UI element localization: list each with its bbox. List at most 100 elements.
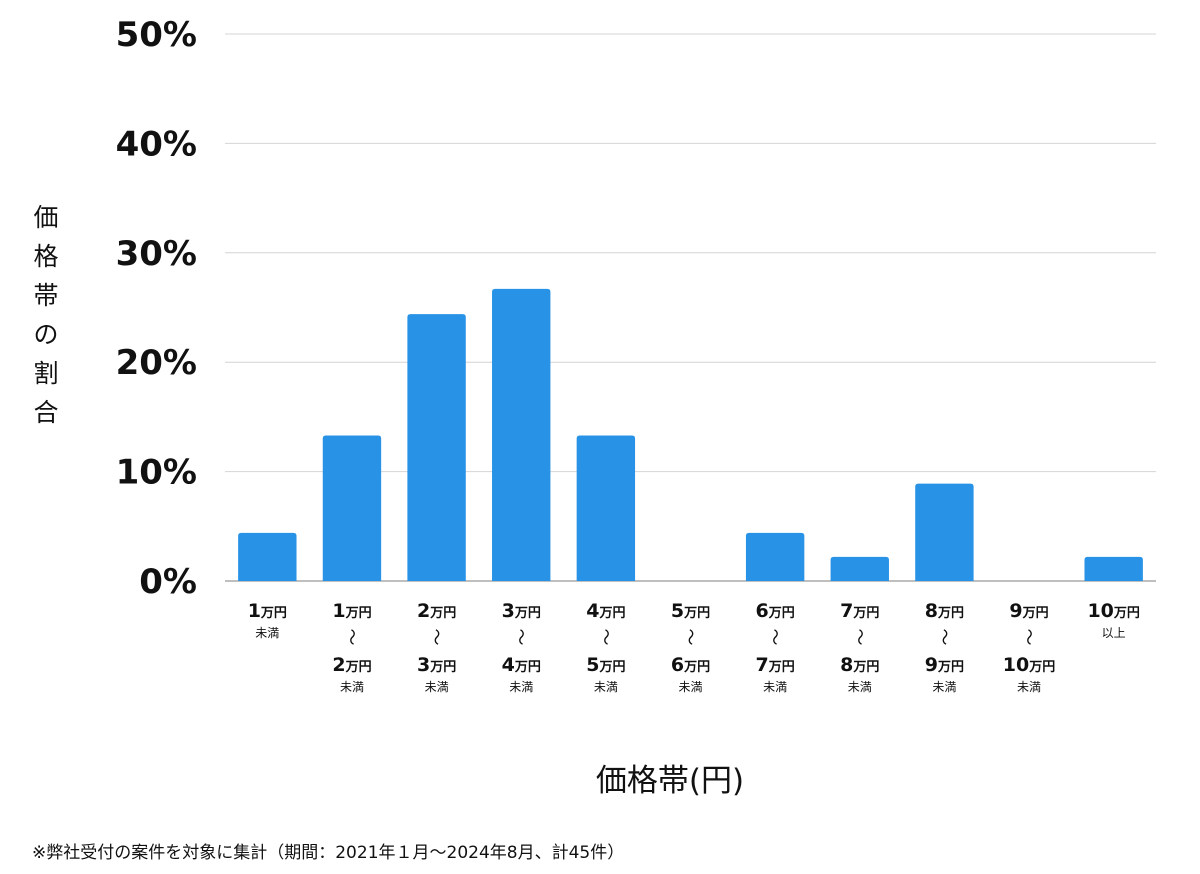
x-tick-suffix: 未満 [255,626,279,640]
x-tick-number: 4 [502,654,515,676]
bar [830,556,889,581]
x-tick-unit: 万円 [429,606,456,621]
x-tick-suffix: 未満 [678,680,702,694]
x-axis-categories: 1万円未満1万円〜2万円未満2万円〜3万円未満3万円〜4万円未満4万円〜5万円未… [248,600,1140,694]
x-tick-number: 1 [248,600,261,622]
y-axis-label-char: 価 [33,203,59,232]
x-tick-number: 6 [756,600,769,622]
x-tick-number: 10 [1087,600,1113,622]
x-tick-amount: 4万円 [586,600,625,622]
x-tick-unit: 万円 [937,606,964,621]
x-tick-suffix: 未満 [932,680,956,694]
x-tick-number: 2 [332,654,345,676]
x-tick-range-mark: 〜 [933,629,953,646]
x-tick-unit: 万円 [852,660,879,675]
x-tick-amount: 6万円 [756,600,795,622]
x-tick-number: 9 [925,654,938,676]
bar [238,532,297,581]
x-tick-number: 7 [756,654,769,676]
x-tick-unit: 万円 [852,606,879,621]
x-tick-unit: 万円 [345,606,372,621]
bar [492,288,551,581]
x-tick-number: 5 [671,600,684,622]
x-tick-suffix: 以上 [1102,626,1126,640]
y-axis-label-char: 格 [33,242,59,271]
x-tick-amount: 10万円 [1003,654,1055,676]
x-tick-suffix: 未満 [848,680,872,694]
x-tick-range-mark: 〜 [595,629,615,646]
x-tick-unit: 万円 [345,660,372,675]
y-tick-label: 30% [116,234,197,274]
x-tick-number: 10 [1003,654,1029,676]
x-tick-number: 8 [840,654,853,676]
x-tick-amount: 2万円 [332,654,371,676]
x-tick-unit: 万円 [768,660,795,675]
y-tick-label: 50% [116,15,197,55]
x-tick-unit: 万円 [1113,606,1140,621]
x-tick-range-mark: 〜 [341,629,361,646]
x-tick-amount: 6万円 [671,654,710,676]
x-tick-amount: 1万円 [332,600,371,622]
y-axis-label: 価格帯の割合 [28,198,64,432]
x-tick-amount: 9万円 [925,654,964,676]
x-tick-number: 7 [840,600,853,622]
x-tick-unit: 万円 [598,660,625,675]
x-tick-range-mark: 〜 [510,629,530,646]
y-tick-label: 40% [116,124,197,164]
x-tick-number: 9 [1009,600,1022,622]
y-tick-label: 0% [139,562,197,602]
x-tick-number: 1 [332,600,345,622]
bars [238,288,1143,581]
x-tick-amount: 3万円 [502,600,541,622]
x-tick-amount: 7万円 [840,600,879,622]
x-tick-unit: 万円 [937,660,964,675]
x-tick-suffix: 未満 [340,680,364,694]
y-axis-label-char: の [33,320,59,349]
x-tick-unit: 万円 [683,660,710,675]
x-tick-number: 3 [417,654,430,676]
x-tick-amount: 2万円 [417,600,456,622]
bar [322,435,382,581]
x-tick-range-mark: 〜 [1018,629,1038,646]
y-axis-label-char: 割 [33,359,59,388]
x-tick-amount: 8万円 [840,654,879,676]
x-tick-unit: 万円 [768,606,795,621]
x-tick-unit: 万円 [514,606,541,621]
x-tick-suffix: 未満 [763,680,787,694]
x-tick-amount: 5万円 [671,600,710,622]
x-tick-unit: 万円 [1028,660,1055,675]
x-tick-number: 4 [586,600,599,622]
x-tick-amount: 7万円 [756,654,795,676]
y-tick-label: 20% [116,343,197,383]
x-tick-unit: 万円 [1022,606,1049,621]
y-axis-label-char: 帯 [33,281,59,310]
x-tick-unit: 万円 [429,660,456,675]
x-tick-number: 6 [671,654,684,676]
x-tick-range-mark: 〜 [849,629,869,646]
footnote: ※弊社受付の案件を対象に集計（期間：2021年１月〜2024年8月、計45件） [32,843,625,863]
x-tick-number: 8 [925,600,938,622]
bar [745,532,805,581]
x-tick-amount: 8万円 [925,600,964,622]
x-tick-suffix: 未満 [1017,680,1041,694]
x-tick-unit: 万円 [683,606,710,621]
x-tick-range-mark: 〜 [426,629,446,646]
x-tick-unit: 万円 [514,660,541,675]
x-tick-suffix: 未満 [425,680,449,694]
x-tick-amount: 5万円 [586,654,625,676]
x-tick-suffix: 未満 [594,680,618,694]
x-tick-range-mark: 〜 [680,629,700,646]
x-tick-amount: 10万円 [1087,600,1139,622]
x-tick-amount: 4万円 [502,654,541,676]
y-axis-label-char: 合 [33,398,59,427]
